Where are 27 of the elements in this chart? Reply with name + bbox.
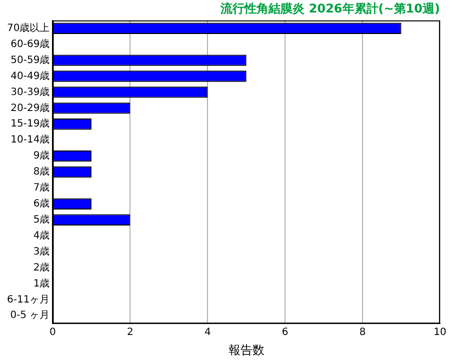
y-tick-label: 7歳 bbox=[33, 182, 50, 194]
y-tick-label: 30-39歳 bbox=[10, 86, 50, 98]
x-tick-label: 8 bbox=[359, 327, 366, 338]
x-tick-label: 2 bbox=[126, 327, 134, 338]
y-tick-label: 8歳 bbox=[33, 166, 50, 178]
y-tick-label: 10-14歳 bbox=[10, 134, 50, 146]
y-tick-label: 2歳 bbox=[33, 261, 50, 274]
y-tick-label: 15-19歳 bbox=[10, 118, 50, 130]
y-tick-label: 6-11ヶ月 bbox=[7, 294, 50, 306]
x-tick-label: 6 bbox=[282, 327, 288, 338]
y-tick-label: 1歳 bbox=[33, 277, 50, 290]
y-tick-label: 50-59歳 bbox=[10, 54, 50, 66]
y-tick-label: 40-49歳 bbox=[10, 70, 50, 82]
y-tick-label: 60-69歳 bbox=[10, 38, 50, 50]
y-tick-label: 70歳以上 bbox=[6, 22, 50, 34]
x-axis-title: 報告数 bbox=[228, 342, 264, 357]
y-tick-label: 5歳 bbox=[33, 213, 50, 226]
y-tick-label: 0-5 ヶ月 bbox=[10, 310, 50, 322]
y-tick-label: 6歳 bbox=[33, 198, 50, 210]
y-tick-label: 9歳 bbox=[33, 150, 50, 162]
y-tick-label: 3歳 bbox=[33, 245, 50, 258]
chart-title: 流行性角結膜炎 2026年累計(~第10週) bbox=[220, 1, 440, 16]
x-tick-label: 4 bbox=[204, 327, 211, 338]
x-tick-label: 0 bbox=[50, 327, 56, 338]
y-tick-label: 20-29歳 bbox=[10, 102, 50, 114]
x-tick-label: 10 bbox=[434, 327, 446, 338]
y-tick-label: 4歳 bbox=[33, 229, 50, 242]
